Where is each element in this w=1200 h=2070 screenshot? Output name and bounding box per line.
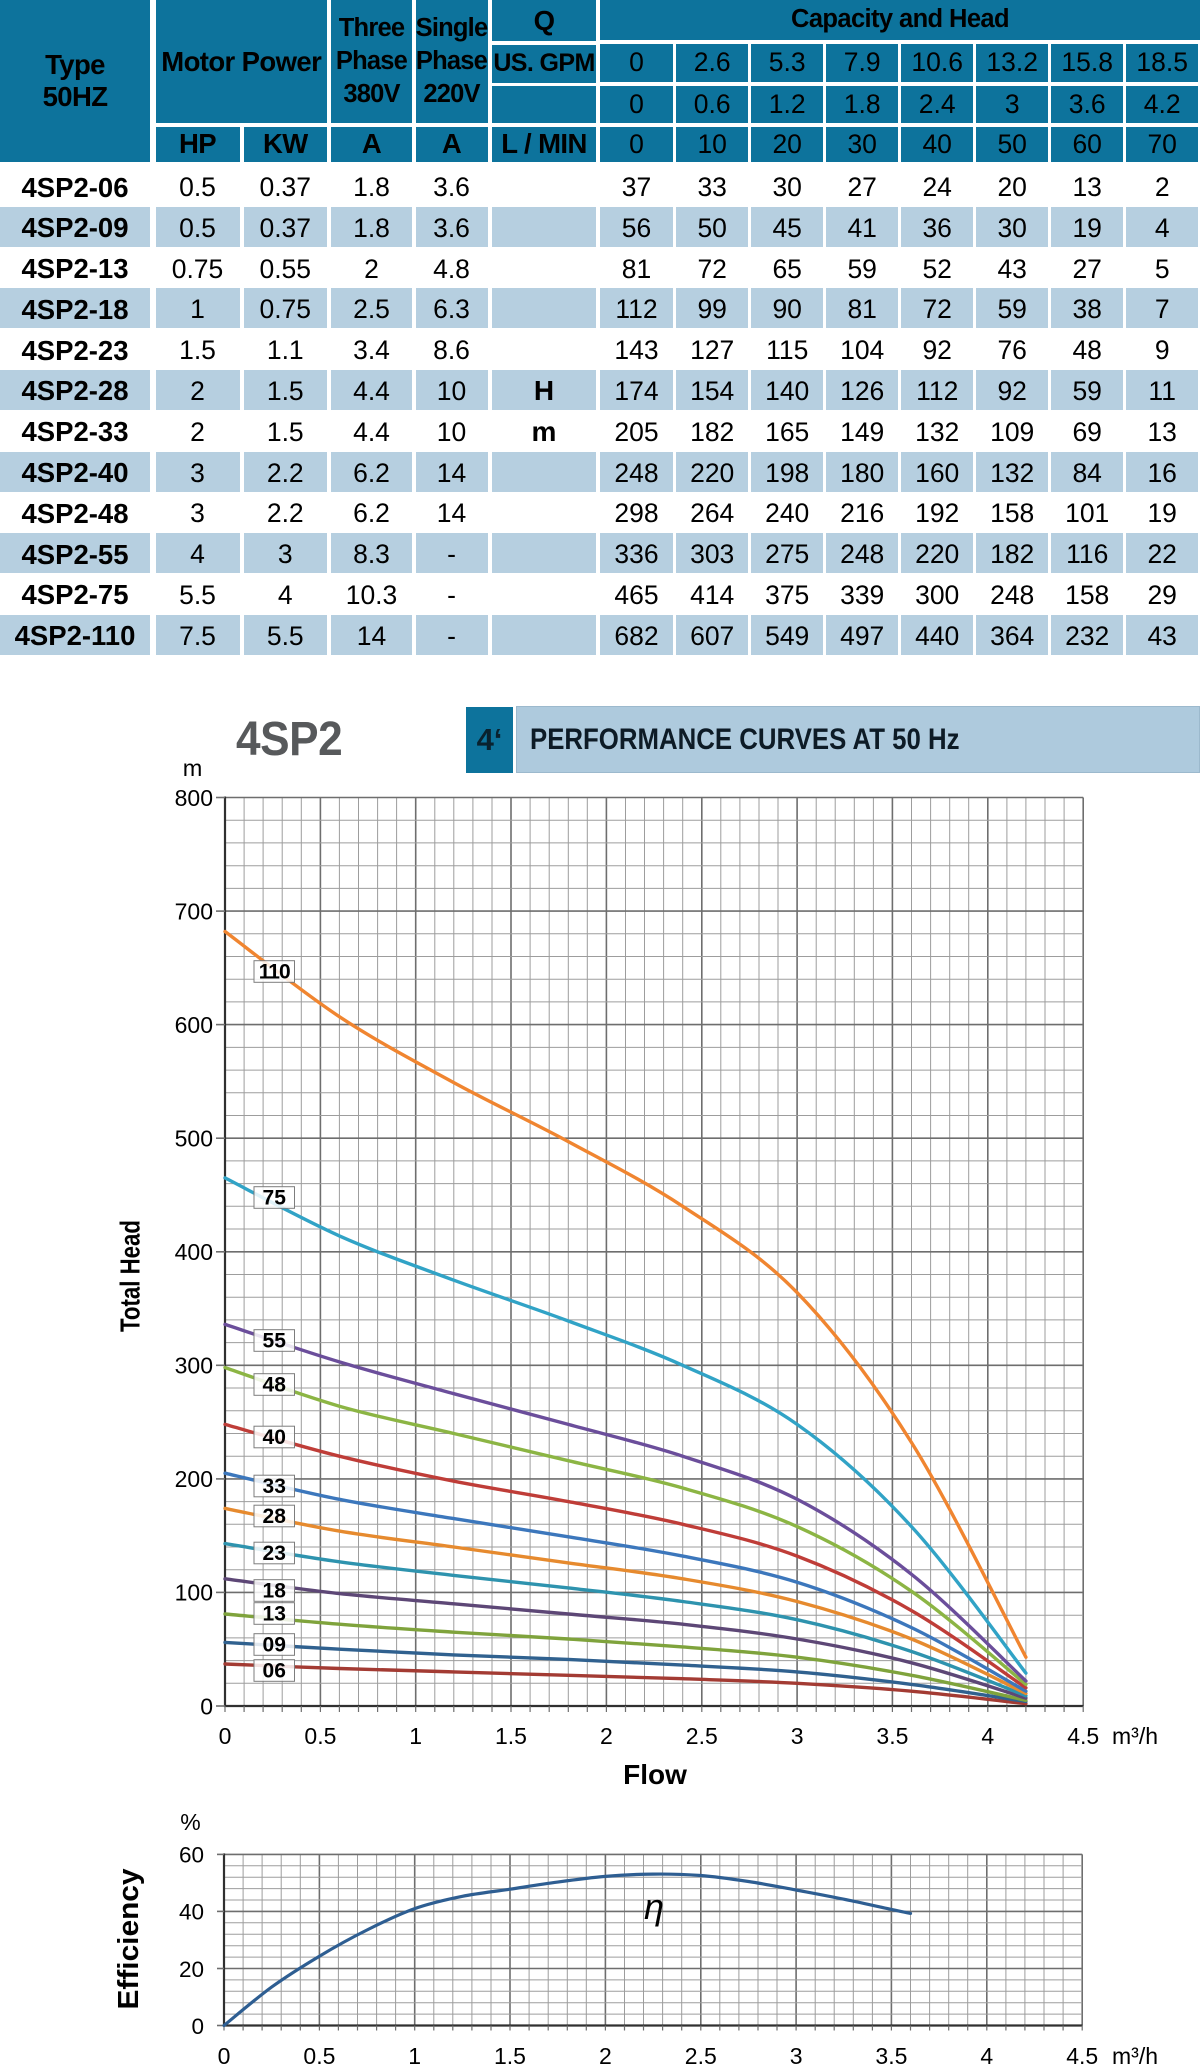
svg-text:%: % xyxy=(180,1809,200,1835)
svg-text:Flow: Flow xyxy=(623,1759,687,1790)
svg-text:60: 60 xyxy=(179,1843,204,1868)
svg-text:3: 3 xyxy=(791,1723,804,1749)
svg-text:100: 100 xyxy=(175,1580,213,1606)
svg-text:2: 2 xyxy=(600,1723,613,1749)
svg-text:m³/h: m³/h xyxy=(1112,1723,1158,1749)
svg-text:06: 06 xyxy=(263,1660,286,1683)
svg-text:3.5: 3.5 xyxy=(876,1723,908,1749)
svg-text:18: 18 xyxy=(263,1580,287,1603)
svg-text:4.5: 4.5 xyxy=(1067,1723,1099,1749)
svg-text:0: 0 xyxy=(191,2014,204,2039)
svg-text:m: m xyxy=(183,755,203,781)
svg-text:m³/h: m³/h xyxy=(1112,2043,1158,2069)
svg-text:1: 1 xyxy=(408,2043,421,2069)
svg-text:400: 400 xyxy=(175,1239,213,1265)
svg-text:40: 40 xyxy=(179,1900,204,1925)
svg-text:0: 0 xyxy=(218,2043,231,2069)
svg-text:2.5: 2.5 xyxy=(686,1723,718,1749)
svg-text:4: 4 xyxy=(980,2043,993,2069)
svg-text:1.5: 1.5 xyxy=(494,2043,526,2069)
svg-text:1: 1 xyxy=(409,1723,422,1749)
svg-text:600: 600 xyxy=(175,1012,213,1038)
svg-text:Efficiency: Efficiency xyxy=(113,1868,145,2009)
svg-text:09: 09 xyxy=(263,1634,286,1657)
svg-text:55: 55 xyxy=(263,1330,287,1353)
svg-text:1.5: 1.5 xyxy=(495,1723,527,1749)
svg-text:0: 0 xyxy=(219,1723,232,1749)
svg-text:20: 20 xyxy=(179,1957,204,1982)
svg-text:23: 23 xyxy=(263,1542,286,1565)
svg-text:3.5: 3.5 xyxy=(875,2043,907,2069)
svg-text:700: 700 xyxy=(175,898,213,924)
svg-text:Total Head: Total Head xyxy=(115,1220,146,1332)
svg-text:0.5: 0.5 xyxy=(303,2043,335,2069)
svg-text:110: 110 xyxy=(259,961,290,984)
svg-text:300: 300 xyxy=(175,1353,213,1379)
svg-text:η: η xyxy=(644,1886,664,1927)
svg-text:0.5: 0.5 xyxy=(304,1723,336,1749)
svg-text:4.5: 4.5 xyxy=(1066,2043,1098,2069)
svg-text:13: 13 xyxy=(263,1603,286,1626)
svg-text:2.5: 2.5 xyxy=(685,2043,717,2069)
svg-text:0: 0 xyxy=(200,1693,213,1719)
svg-text:500: 500 xyxy=(175,1126,213,1152)
svg-text:200: 200 xyxy=(175,1466,213,1492)
svg-text:800: 800 xyxy=(175,785,213,811)
svg-text:48: 48 xyxy=(263,1374,287,1397)
svg-text:75: 75 xyxy=(263,1187,287,1210)
svg-text:40: 40 xyxy=(263,1426,286,1449)
svg-text:2: 2 xyxy=(599,2043,612,2069)
svg-text:33: 33 xyxy=(263,1475,286,1498)
svg-text:28: 28 xyxy=(263,1505,287,1528)
svg-text:3: 3 xyxy=(790,2043,803,2069)
svg-text:4: 4 xyxy=(981,1723,994,1749)
